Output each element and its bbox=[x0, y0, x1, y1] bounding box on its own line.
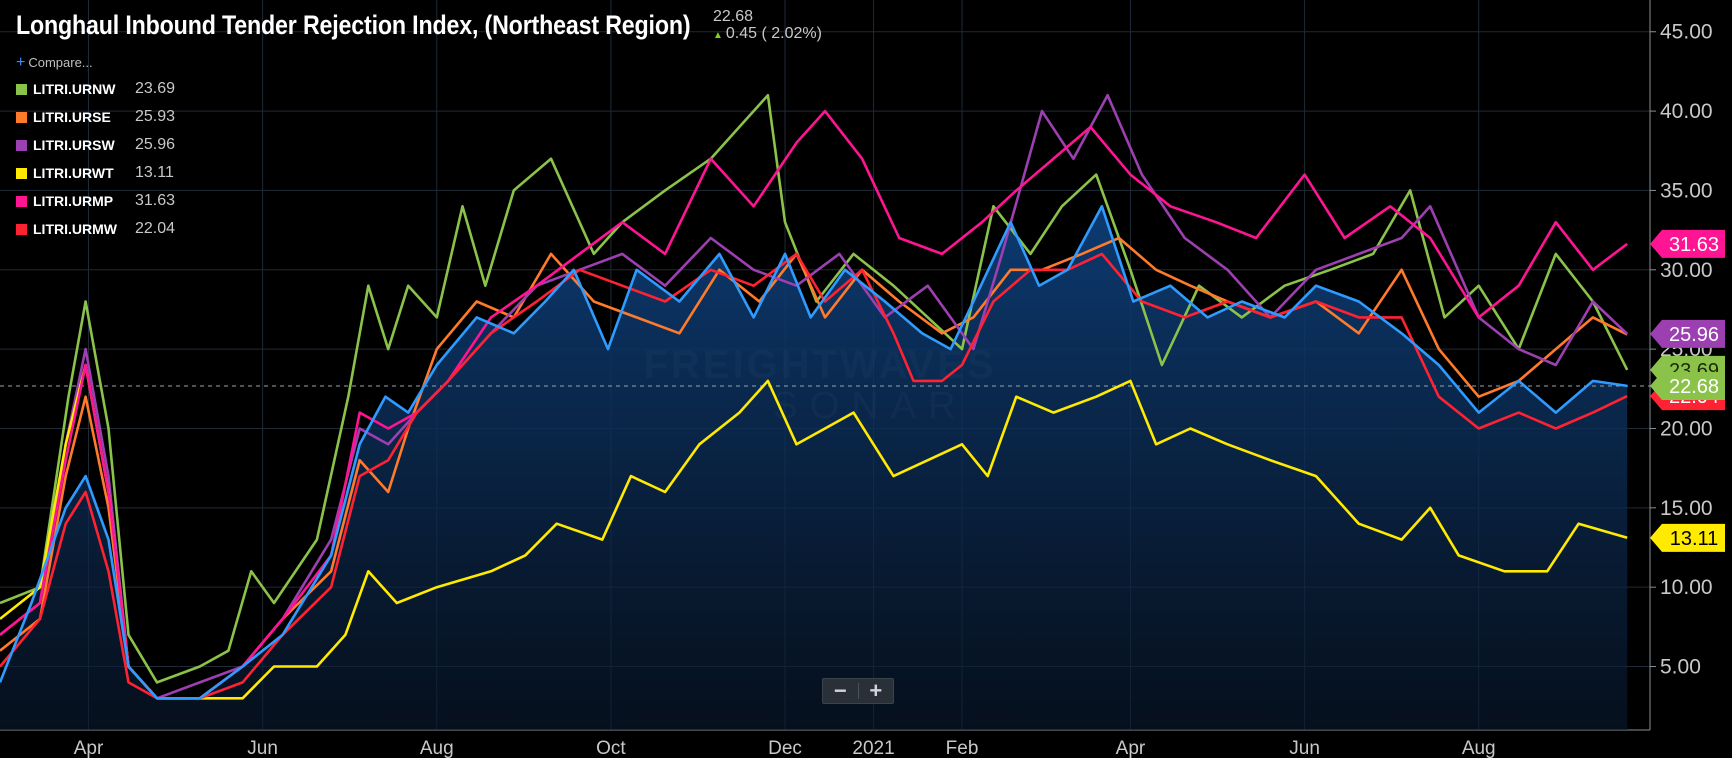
y-tick-label: 10.00 bbox=[1660, 576, 1713, 599]
axis-value-flag bbox=[1650, 319, 1725, 348]
change-value: ▲ 0.45 ( 2.02%) bbox=[713, 25, 822, 44]
x-tick-label: Dec bbox=[768, 738, 802, 758]
y-tick-label: 45.00 bbox=[1660, 21, 1713, 44]
legend-swatch bbox=[16, 195, 27, 207]
y-tick-label: 35.00 bbox=[1660, 179, 1713, 202]
legend-symbol: LITRI.URMW bbox=[33, 221, 117, 237]
y-tick-label: 40.00 bbox=[1660, 100, 1713, 123]
legend-item[interactable]: LITRI.URMW 22.04 bbox=[16, 215, 175, 243]
y-tick-label: 15.00 bbox=[1660, 497, 1713, 520]
plus-icon: + bbox=[16, 54, 26, 71]
legend-symbol: LITRI.URSE bbox=[33, 109, 111, 125]
compare-button[interactable]: + Compare... bbox=[16, 55, 175, 71]
main-series-line bbox=[0, 205, 1628, 700]
legend-value: 25.96 bbox=[135, 136, 176, 153]
x-tick-label: Feb bbox=[946, 738, 979, 758]
x-tick-label: Apr bbox=[1116, 738, 1146, 758]
series-line-litri-urwt bbox=[0, 363, 1628, 700]
axis-value-label: 31.63 bbox=[1669, 234, 1719, 256]
axis-value-label: 22.68 bbox=[1669, 376, 1719, 398]
change-text: 0.45 ( 2.02%) bbox=[725, 25, 822, 42]
legend-value: 13.11 bbox=[135, 164, 174, 181]
legend-item[interactable]: LITRI.URWT 13.11 bbox=[16, 159, 175, 187]
legend-swatch bbox=[16, 167, 27, 179]
legend-symbol: LITRI.URSW bbox=[33, 137, 115, 153]
axis-value-label: 13.11 bbox=[1670, 528, 1719, 550]
legend-value: 22.04 bbox=[135, 220, 176, 237]
chart-title: Longhaul Inbound Tender Rejection Index,… bbox=[16, 10, 691, 40]
series-line-litri-ursw bbox=[0, 93, 1629, 700]
x-tick-label: Aug bbox=[420, 738, 454, 758]
zoom-in-button[interactable]: + bbox=[869, 678, 883, 703]
y-tick-label: 30.00 bbox=[1660, 259, 1713, 282]
zoom-divider bbox=[857, 683, 859, 699]
quote-box: 22.68 ▲ 0.45 ( 2.02%) bbox=[713, 8, 822, 44]
legend-item[interactable]: LITRI.URMP 31.63 bbox=[16, 187, 175, 215]
legend: + Compare... LITRI.URNW 23.69 LITRI.URSE 25.… bbox=[16, 55, 175, 243]
axis-value-flag bbox=[1650, 229, 1725, 258]
legend-symbol: LITRI.URWT bbox=[33, 165, 114, 181]
legend-value: 25.93 bbox=[135, 108, 176, 125]
legend-item[interactable]: LITRI.URSE 25.93 bbox=[16, 103, 175, 131]
x-tick-label: 2021 bbox=[852, 738, 894, 758]
axis-value-flag bbox=[1650, 523, 1725, 552]
y-tick-label: 20.00 bbox=[1660, 417, 1713, 440]
series-line-litri-urmw bbox=[0, 252, 1628, 700]
chart-header: Longhaul Inbound Tender Rejection Index,… bbox=[16, 8, 800, 42]
legend-value: 23.69 bbox=[135, 80, 176, 97]
x-tick-label: Oct bbox=[596, 738, 626, 758]
legend-item[interactable]: LITRI.URNW 23.69 bbox=[16, 75, 175, 103]
last-value: 22.68 bbox=[713, 8, 754, 25]
zoom-out-button[interactable]: − bbox=[833, 678, 847, 703]
series-line-litri-urnw bbox=[0, 93, 1629, 684]
zoom-control: − + bbox=[822, 678, 894, 704]
legend-value: 31.63 bbox=[135, 192, 176, 209]
axis-value-flag bbox=[1650, 371, 1725, 400]
y-tick-label: 5.00 bbox=[1660, 656, 1701, 679]
legend-swatch bbox=[16, 111, 27, 123]
x-tick-label: Jun bbox=[1289, 738, 1320, 758]
compare-label: Compare... bbox=[28, 55, 93, 70]
arrow-up-icon: ▲ bbox=[713, 30, 723, 41]
legend-swatch bbox=[16, 83, 27, 95]
legend-swatch bbox=[16, 223, 27, 235]
x-tick-label: Apr bbox=[74, 738, 104, 758]
legend-swatch bbox=[16, 139, 27, 151]
legend-symbol: LITRI.URMP bbox=[33, 193, 114, 209]
x-tick-label: Aug bbox=[1462, 738, 1496, 758]
legend-symbol: LITRI.URNW bbox=[33, 81, 116, 97]
axis-value-label: 25.96 bbox=[1669, 324, 1719, 346]
legend-item[interactable]: LITRI.URSW 25.96 bbox=[16, 131, 175, 159]
x-tick-label: Jun bbox=[247, 738, 278, 758]
